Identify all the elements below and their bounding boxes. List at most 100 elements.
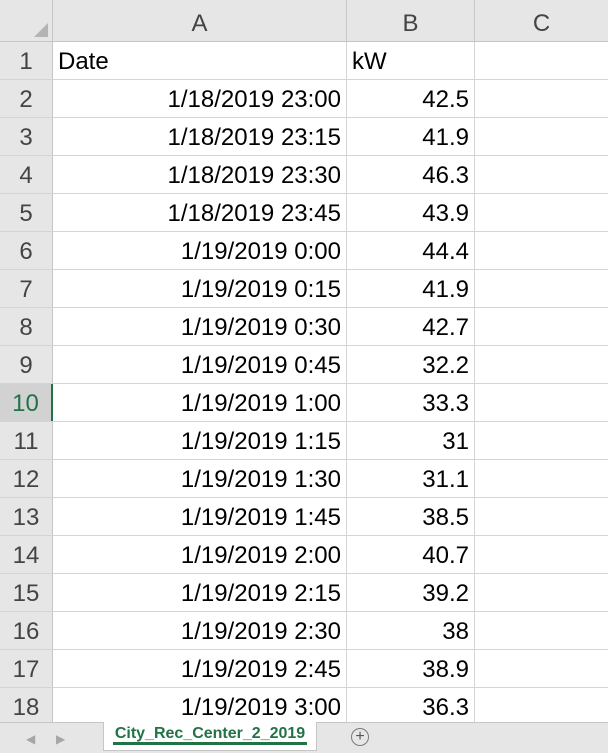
cell-c[interactable] bbox=[475, 270, 608, 307]
cell-b[interactable]: 31.1 bbox=[347, 460, 475, 497]
cell-b[interactable]: 38 bbox=[347, 612, 475, 649]
cell-b[interactable]: 46.3 bbox=[347, 156, 475, 193]
table-row: 14 1/19/2019 2:00 40.7 bbox=[0, 536, 608, 574]
row-header[interactable]: 10 bbox=[0, 384, 53, 421]
table-row: 9 1/19/2019 0:45 32.2 bbox=[0, 346, 608, 384]
cell-a[interactable]: 1/19/2019 1:30 bbox=[53, 460, 347, 497]
row-header[interactable]: 4 bbox=[0, 156, 53, 193]
cell-b[interactable]: 31 bbox=[347, 422, 475, 459]
add-sheet-icon[interactable]: + bbox=[351, 728, 369, 746]
cell-b[interactable]: 44.4 bbox=[347, 232, 475, 269]
cell-b[interactable]: 40.7 bbox=[347, 536, 475, 573]
cell-c[interactable] bbox=[475, 156, 608, 193]
table-row: 18 1/19/2019 3:00 36.3 bbox=[0, 688, 608, 722]
cell-c[interactable] bbox=[475, 194, 608, 231]
scroll-tabs-left-icon[interactable]: ◀ bbox=[26, 732, 36, 746]
table-row: 8 1/19/2019 0:30 42.7 bbox=[0, 308, 608, 346]
cell-a[interactable]: 1/18/2019 23:15 bbox=[53, 118, 347, 155]
row-header[interactable]: 18 bbox=[0, 688, 53, 722]
cell-a[interactable]: 1/19/2019 2:30 bbox=[53, 612, 347, 649]
cell-a[interactable]: 1/18/2019 23:30 bbox=[53, 156, 347, 193]
scroll-tabs-right-icon[interactable]: ▶ bbox=[56, 732, 66, 746]
cell-c[interactable] bbox=[475, 688, 608, 722]
cell-a[interactable]: 1/19/2019 1:15 bbox=[53, 422, 347, 459]
row-header[interactable]: 5 bbox=[0, 194, 53, 231]
select-all-button[interactable] bbox=[0, 0, 53, 41]
cell-b[interactable]: 42.7 bbox=[347, 308, 475, 345]
column-header-b[interactable]: B bbox=[347, 0, 475, 41]
cell-c[interactable] bbox=[475, 42, 608, 79]
table-row: 5 1/18/2019 23:45 43.9 bbox=[0, 194, 608, 232]
cell-c[interactable] bbox=[475, 650, 608, 687]
sheet-tab[interactable]: City_Rec_Center_2_2019 bbox=[103, 722, 317, 751]
table-row: 11 1/19/2019 1:15 31 bbox=[0, 422, 608, 460]
table-row: 10 1/19/2019 1:00 33.3 bbox=[0, 384, 608, 422]
row-header[interactable]: 13 bbox=[0, 498, 53, 535]
cell-a[interactable]: 1/19/2019 2:15 bbox=[53, 574, 347, 611]
cell-b[interactable]: 32.2 bbox=[347, 346, 475, 383]
cell-a[interactable]: 1/19/2019 2:00 bbox=[53, 536, 347, 573]
table-row: 12 1/19/2019 1:30 31.1 bbox=[0, 460, 608, 498]
column-header-a[interactable]: A bbox=[53, 0, 347, 41]
cell-c[interactable] bbox=[475, 118, 608, 155]
table-row: 6 1/19/2019 0:00 44.4 bbox=[0, 232, 608, 270]
cell-c[interactable] bbox=[475, 232, 608, 269]
cell-c[interactable] bbox=[475, 536, 608, 573]
cell-c[interactable] bbox=[475, 308, 608, 345]
cell-b[interactable]: 33.3 bbox=[347, 384, 475, 421]
cell-b[interactable]: 39.2 bbox=[347, 574, 475, 611]
row-header[interactable]: 8 bbox=[0, 308, 53, 345]
cell-c[interactable] bbox=[475, 346, 608, 383]
row-header[interactable]: 16 bbox=[0, 612, 53, 649]
cell-c[interactable] bbox=[475, 574, 608, 611]
cell-b[interactable]: 38.5 bbox=[347, 498, 475, 535]
row-header[interactable]: 6 bbox=[0, 232, 53, 269]
cell-c[interactable] bbox=[475, 498, 608, 535]
select-all-triangle-icon bbox=[34, 23, 48, 37]
cell-b[interactable]: 43.9 bbox=[347, 194, 475, 231]
cell-a[interactable]: 1/18/2019 23:45 bbox=[53, 194, 347, 231]
cell-a[interactable]: 1/19/2019 1:00 bbox=[53, 384, 347, 421]
row-header[interactable]: 9 bbox=[0, 346, 53, 383]
row-header[interactable]: 12 bbox=[0, 460, 53, 497]
cell-c[interactable] bbox=[475, 422, 608, 459]
row-header[interactable]: 14 bbox=[0, 536, 53, 573]
cell-c[interactable] bbox=[475, 612, 608, 649]
cell-b[interactable]: 41.9 bbox=[347, 118, 475, 155]
cell-a[interactable]: 1/18/2019 23:00 bbox=[53, 80, 347, 117]
row-header[interactable]: 7 bbox=[0, 270, 53, 307]
cell-a[interactable]: 1/19/2019 0:45 bbox=[53, 346, 347, 383]
table-row: 15 1/19/2019 2:15 39.2 bbox=[0, 574, 608, 612]
cell-b[interactable]: 41.9 bbox=[347, 270, 475, 307]
column-header-c[interactable]: C bbox=[532, 10, 551, 37]
table-row: 4 1/18/2019 23:30 46.3 bbox=[0, 156, 608, 194]
cell-a[interactable]: 1/19/2019 0:30 bbox=[53, 308, 347, 345]
cell-a[interactable]: 1/19/2019 0:15 bbox=[53, 270, 347, 307]
cell-b[interactable]: 42.5 bbox=[347, 80, 475, 117]
sheet-tab-label: City_Rec_Center_2_2019 bbox=[112, 725, 308, 745]
row-header[interactable]: 17 bbox=[0, 650, 53, 687]
spreadsheet-grid: A B C 1 Date kW 2 1/18/2019 23:00 42.5 3 1/18/2… bbox=[0, 0, 608, 722]
column-header-row: A B C bbox=[0, 0, 608, 42]
sheet-tab-bar: ◀ ▶ City_Rec_Center_2_2019 + bbox=[0, 722, 608, 753]
cell-b[interactable]: 36.3 bbox=[347, 688, 475, 722]
cell-c[interactable] bbox=[475, 460, 608, 497]
table-row: 7 1/19/2019 0:15 41.9 bbox=[0, 270, 608, 308]
cell-a[interactable]: 1/19/2019 2:45 bbox=[53, 650, 347, 687]
cell-a[interactable]: 1/19/2019 1:45 bbox=[53, 498, 347, 535]
row-header[interactable]: 3 bbox=[0, 118, 53, 155]
cell-a[interactable]: 1/19/2019 3:00 bbox=[53, 688, 347, 722]
cell-c[interactable] bbox=[475, 80, 608, 117]
cell-a[interactable]: Date bbox=[53, 42, 347, 79]
cell-c[interactable] bbox=[475, 384, 608, 421]
row-header[interactable]: 1 bbox=[0, 42, 53, 79]
row-header[interactable]: 11 bbox=[0, 422, 53, 459]
cell-b[interactable]: 38.9 bbox=[347, 650, 475, 687]
row-header[interactable]: 2 bbox=[0, 80, 53, 117]
cell-a[interactable]: 1/19/2019 0:00 bbox=[53, 232, 347, 269]
table-row: 2 1/18/2019 23:00 42.5 bbox=[0, 80, 608, 118]
row-header[interactable]: 15 bbox=[0, 574, 53, 611]
table-row: 1 Date kW bbox=[0, 42, 608, 80]
cell-b[interactable]: kW bbox=[347, 42, 475, 79]
table-row: 17 1/19/2019 2:45 38.9 bbox=[0, 650, 608, 688]
